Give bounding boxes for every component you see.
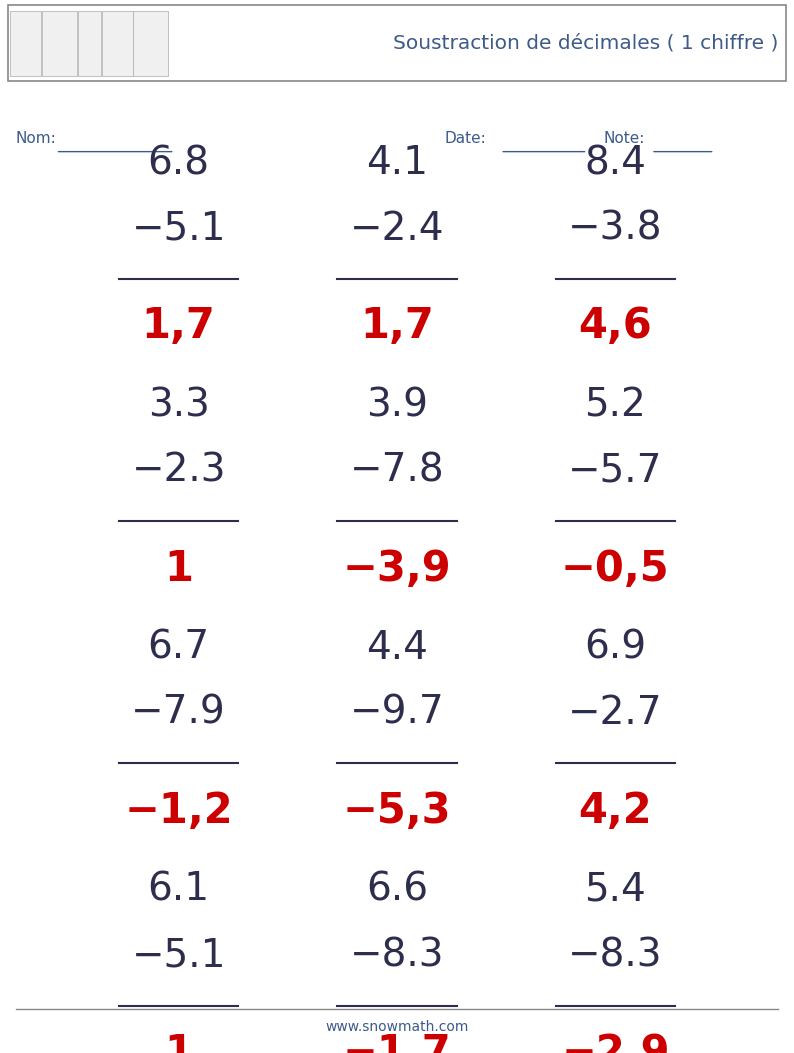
Text: 3.9: 3.9 <box>366 386 428 424</box>
Text: −3.8: −3.8 <box>568 210 663 247</box>
Text: −7.8: −7.8 <box>349 452 445 490</box>
FancyBboxPatch shape <box>42 11 77 76</box>
Text: 4.4: 4.4 <box>366 629 428 667</box>
Text: Nom:: Nom: <box>16 132 56 146</box>
Text: −8.3: −8.3 <box>349 936 445 974</box>
Text: 1,7: 1,7 <box>141 305 216 347</box>
Bar <box>8 5 786 81</box>
FancyBboxPatch shape <box>78 11 101 76</box>
Text: 1: 1 <box>164 548 193 590</box>
Text: −1,7: −1,7 <box>343 1032 451 1053</box>
FancyBboxPatch shape <box>10 11 41 76</box>
Text: 4,2: 4,2 <box>579 790 652 832</box>
Text: Soustraction de décimales ( 1 chiffre ): Soustraction de décimales ( 1 chiffre ) <box>393 34 778 53</box>
Text: 6.6: 6.6 <box>366 871 428 909</box>
Text: −5,3: −5,3 <box>343 790 451 832</box>
Text: 4.1: 4.1 <box>366 144 428 182</box>
Text: 5.4: 5.4 <box>584 871 646 909</box>
Text: −5.1: −5.1 <box>131 936 226 974</box>
FancyBboxPatch shape <box>133 11 168 76</box>
Text: −8.3: −8.3 <box>568 936 663 974</box>
Text: −2.3: −2.3 <box>131 452 226 490</box>
Text: Date:: Date: <box>445 132 487 146</box>
Text: 5.2: 5.2 <box>584 386 646 424</box>
Text: 6.8: 6.8 <box>148 144 210 182</box>
Text: 1,7: 1,7 <box>360 305 434 347</box>
Text: Note:: Note: <box>603 132 645 146</box>
Text: 3.3: 3.3 <box>148 386 210 424</box>
Text: −5.1: −5.1 <box>131 210 226 247</box>
Text: 8.4: 8.4 <box>584 144 646 182</box>
Text: 1: 1 <box>164 1032 193 1053</box>
Text: −0,5: −0,5 <box>561 548 669 590</box>
Text: www.snowmath.com: www.snowmath.com <box>326 1019 468 1034</box>
Text: −5.7: −5.7 <box>568 452 663 490</box>
FancyBboxPatch shape <box>102 11 133 76</box>
Text: −2.7: −2.7 <box>568 694 663 732</box>
Text: 4,6: 4,6 <box>579 305 652 347</box>
Text: 6.1: 6.1 <box>148 871 210 909</box>
Text: 6.9: 6.9 <box>584 629 646 667</box>
Text: −9.7: −9.7 <box>349 694 445 732</box>
Text: −7.9: −7.9 <box>131 694 226 732</box>
Text: −2.4: −2.4 <box>349 210 445 247</box>
Text: −2,9: −2,9 <box>561 1032 669 1053</box>
Text: −3,9: −3,9 <box>343 548 451 590</box>
Text: 6.7: 6.7 <box>148 629 210 667</box>
Text: −1,2: −1,2 <box>125 790 233 832</box>
